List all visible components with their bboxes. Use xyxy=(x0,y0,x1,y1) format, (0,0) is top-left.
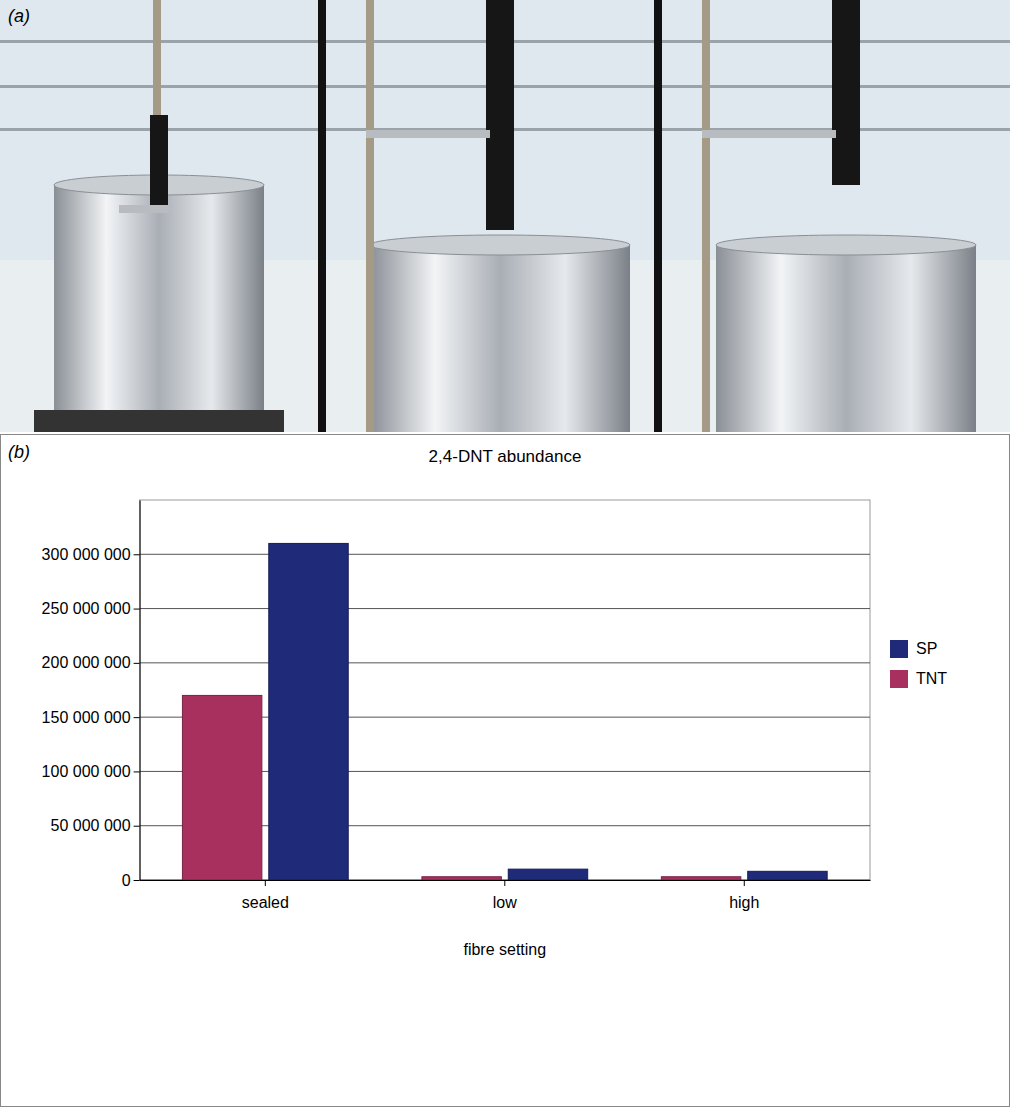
panel-label: (a) xyxy=(8,6,30,26)
photo xyxy=(0,0,318,432)
plot-area xyxy=(140,500,870,880)
tick-label: 150 000 000 xyxy=(42,709,131,726)
tick: 100 000 000 xyxy=(42,763,140,780)
panel-label: (b) xyxy=(8,442,30,462)
stand-rod xyxy=(702,0,710,432)
legend-item: TNT xyxy=(890,670,947,688)
photo-wall xyxy=(326,0,654,432)
grid-line xyxy=(140,662,870,663)
panel-b-background xyxy=(1,435,1010,1107)
y-axis: 0 50 000 000 100 000 000 150 000 000 200 000… xyxy=(42,501,140,889)
tick-mark xyxy=(134,771,140,772)
grid-line xyxy=(140,608,870,609)
legend-label: SP xyxy=(916,640,937,657)
bar xyxy=(422,877,501,880)
tick: 50 000 000 xyxy=(51,817,140,834)
stand-rod xyxy=(366,0,374,432)
fibre-holder xyxy=(486,0,514,230)
tick-label: 50 000 000 xyxy=(51,817,131,834)
hotplate xyxy=(34,410,284,432)
tick-mark xyxy=(134,663,140,664)
tick-mark xyxy=(134,554,140,555)
legend-item: SP xyxy=(890,640,937,658)
tick-label: 0 xyxy=(122,872,131,889)
photo xyxy=(326,0,654,432)
tick-mark xyxy=(744,880,745,886)
bar xyxy=(269,543,348,880)
tick: 250 000 000 xyxy=(42,600,140,617)
tick-mark xyxy=(265,880,266,886)
chart-title: 2,4-DNT abundance xyxy=(429,447,582,466)
legend-label: TNT xyxy=(916,670,947,687)
fibre-holder xyxy=(150,115,168,205)
legend-swatch xyxy=(890,640,908,658)
tick-mark xyxy=(504,880,505,886)
tick: high xyxy=(729,880,759,911)
panel-a: (a) xyxy=(0,0,1010,432)
panel-a-background xyxy=(0,0,1010,432)
tick-label: high xyxy=(729,894,759,911)
tick: 0 xyxy=(122,872,140,889)
clamp xyxy=(702,130,836,138)
tick: 200 000 000 xyxy=(42,654,140,671)
tick-label: 300 000 000 xyxy=(42,546,131,563)
tick-mark xyxy=(134,609,140,610)
tick-label: sealed xyxy=(242,894,289,911)
clamp xyxy=(366,130,490,138)
tick-mark xyxy=(134,717,140,718)
axis-line xyxy=(140,501,141,881)
bar xyxy=(182,695,261,880)
can xyxy=(370,245,630,432)
legend-swatch xyxy=(890,670,908,688)
tick: 300 000 000 xyxy=(42,546,140,563)
can xyxy=(716,245,976,432)
fibre-holder xyxy=(832,0,860,185)
photo xyxy=(662,0,1010,432)
tick: 150 000 000 xyxy=(42,709,140,726)
can-rim xyxy=(716,235,976,255)
grid xyxy=(140,554,870,880)
can-rim xyxy=(370,235,630,255)
bar xyxy=(661,877,740,880)
x-axis-title: fibre setting xyxy=(463,941,546,958)
figure: (a) (b) 2,4-DNT abundance 0 50 000 000 100 00… xyxy=(0,0,1010,1108)
tick-label: 250 000 000 xyxy=(42,600,131,617)
can xyxy=(54,185,264,410)
tick-label: 100 000 000 xyxy=(42,763,131,780)
panel-b: (b) 2,4-DNT abundance 0 50 000 000 100 000 0… xyxy=(1,435,1010,1107)
bar xyxy=(508,869,587,880)
photo-wall xyxy=(662,0,1010,432)
photo-wall xyxy=(0,0,318,432)
grid-line xyxy=(140,554,870,555)
clamp xyxy=(119,205,169,213)
x-axis: sealed low high xyxy=(140,880,870,911)
tick-mark xyxy=(134,880,140,881)
legend: SP TNT xyxy=(890,640,947,688)
tick: sealed xyxy=(242,880,289,911)
bars xyxy=(182,543,827,880)
tick: low xyxy=(493,880,517,911)
bar xyxy=(748,871,827,880)
tick-label: low xyxy=(493,894,517,911)
tick-label: 200 000 000 xyxy=(42,654,131,671)
axis-line xyxy=(140,880,870,881)
tick-mark xyxy=(134,826,140,827)
